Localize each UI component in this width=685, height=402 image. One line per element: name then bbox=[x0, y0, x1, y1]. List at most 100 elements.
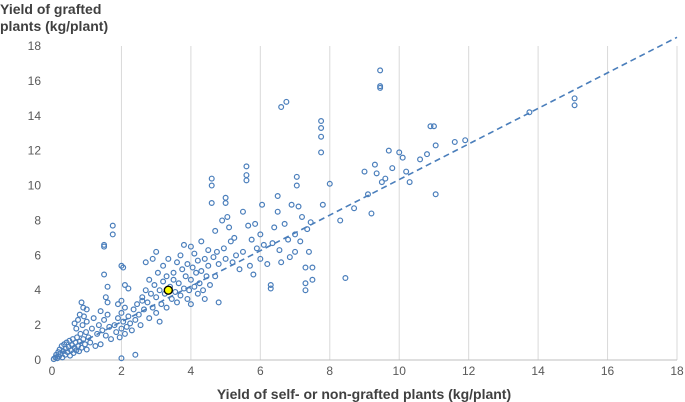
x-tick-label: 18 bbox=[670, 364, 684, 378]
data-point bbox=[118, 355, 125, 362]
data-point bbox=[108, 336, 115, 343]
data-point bbox=[191, 283, 198, 290]
data-point bbox=[210, 254, 217, 261]
data-point bbox=[236, 266, 243, 273]
data-point bbox=[141, 306, 148, 313]
data-point bbox=[229, 259, 236, 266]
x-tick-label: 12 bbox=[462, 364, 476, 378]
data-point bbox=[120, 318, 127, 325]
data-point bbox=[151, 281, 158, 288]
x-tick-label: 0 bbox=[49, 364, 56, 378]
data-point bbox=[278, 104, 285, 111]
y-tick-label: 0 bbox=[34, 353, 41, 367]
data-point bbox=[146, 276, 153, 283]
data-point bbox=[292, 231, 299, 238]
data-point bbox=[79, 322, 86, 329]
data-point bbox=[146, 315, 153, 322]
data-point bbox=[120, 264, 127, 271]
data-point bbox=[198, 238, 205, 245]
data-point bbox=[114, 301, 121, 308]
data-point bbox=[213, 248, 220, 255]
data-point bbox=[318, 133, 325, 140]
data-point bbox=[149, 304, 156, 311]
trendline bbox=[51, 36, 678, 359]
data-point bbox=[97, 341, 104, 348]
data-point bbox=[351, 205, 358, 212]
data-point bbox=[264, 261, 271, 268]
data-point bbox=[337, 217, 344, 224]
data-point bbox=[175, 280, 182, 287]
data-point bbox=[245, 222, 252, 229]
data-point bbox=[373, 170, 380, 177]
data-point bbox=[78, 299, 85, 306]
data-point bbox=[220, 245, 227, 252]
data-point bbox=[191, 250, 198, 257]
data-point bbox=[385, 147, 392, 154]
data-point bbox=[318, 118, 325, 125]
data-point bbox=[71, 320, 78, 327]
data-point bbox=[309, 264, 316, 271]
data-point bbox=[226, 224, 233, 231]
data-point bbox=[246, 262, 253, 269]
data-point bbox=[252, 220, 259, 227]
data-point bbox=[462, 137, 469, 144]
data-point bbox=[101, 271, 108, 278]
data-point bbox=[231, 234, 238, 241]
data-point bbox=[293, 182, 300, 189]
data-point bbox=[193, 269, 200, 276]
data-point bbox=[283, 98, 290, 105]
data-point bbox=[377, 67, 384, 74]
data-point bbox=[305, 248, 312, 255]
data-point bbox=[427, 123, 434, 130]
data-point bbox=[417, 156, 424, 163]
data-point bbox=[97, 308, 104, 315]
data-point bbox=[222, 255, 229, 262]
y-tick-label: 10 bbox=[28, 179, 42, 193]
x-tick-label: 16 bbox=[601, 364, 615, 378]
data-point bbox=[156, 318, 163, 325]
data-point bbox=[102, 332, 109, 339]
data-point bbox=[101, 316, 108, 323]
x-tick-label: 6 bbox=[257, 364, 264, 378]
data-point bbox=[78, 344, 85, 351]
grid-lines bbox=[120, 46, 678, 360]
data-point bbox=[153, 294, 160, 301]
data-point bbox=[170, 276, 177, 283]
data-point bbox=[253, 245, 260, 252]
data-point bbox=[104, 311, 111, 318]
y-tick-label: 16 bbox=[28, 74, 42, 88]
data-point bbox=[127, 320, 134, 327]
data-point bbox=[135, 311, 142, 318]
data-point bbox=[83, 346, 90, 353]
data-point bbox=[403, 168, 410, 175]
data-point bbox=[85, 334, 92, 341]
data-point bbox=[73, 334, 80, 341]
data-point bbox=[224, 213, 231, 220]
data-point bbox=[123, 323, 130, 330]
data-point bbox=[243, 172, 250, 179]
data-point bbox=[278, 259, 285, 266]
data-point bbox=[205, 262, 212, 269]
data-point bbox=[144, 299, 151, 306]
data-point bbox=[180, 241, 187, 248]
data-point bbox=[83, 329, 90, 336]
data-point bbox=[201, 255, 208, 262]
data-point bbox=[196, 280, 203, 287]
y-tick-label: 12 bbox=[28, 144, 42, 158]
data-point bbox=[274, 208, 281, 215]
data-point bbox=[99, 327, 106, 334]
data-point bbox=[259, 201, 266, 208]
data-point bbox=[130, 306, 137, 313]
x-tick-label: 14 bbox=[531, 364, 545, 378]
data-point bbox=[180, 285, 187, 292]
data-point bbox=[206, 281, 213, 288]
data-point bbox=[276, 247, 283, 254]
data-point bbox=[526, 109, 533, 116]
data-point bbox=[257, 231, 264, 238]
data-point bbox=[432, 142, 439, 149]
data-point bbox=[142, 287, 149, 294]
data-point bbox=[368, 210, 375, 217]
data-point bbox=[208, 200, 215, 207]
data-point bbox=[77, 330, 84, 337]
data-point bbox=[121, 281, 128, 288]
